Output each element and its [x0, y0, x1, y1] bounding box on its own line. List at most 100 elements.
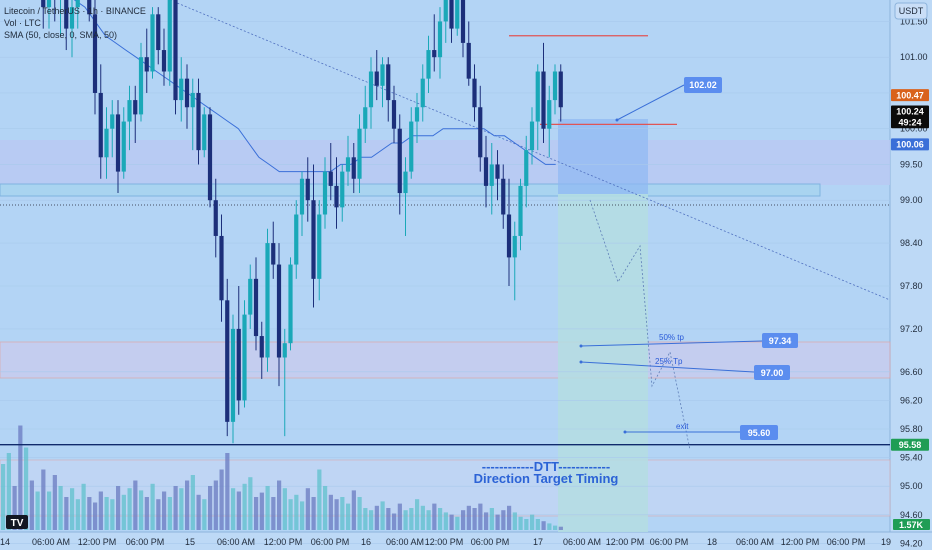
volume-bar: [432, 503, 437, 530]
candle-body: [161, 50, 167, 72]
tp25-dot: [579, 360, 583, 364]
price-tick-label: 96.60: [900, 367, 923, 377]
volume-bar: [173, 486, 178, 530]
exit-box[interactable]: [740, 425, 778, 440]
candle-body: [558, 71, 563, 108]
volume-bar: [75, 499, 80, 530]
volume-bar: [6, 453, 11, 530]
price-tick-label: 99.00: [900, 195, 923, 205]
candle-body: [156, 14, 161, 51]
volume-bar: [242, 483, 247, 530]
candle-body: [547, 100, 552, 129]
candle-body: [127, 100, 132, 122]
price-tick-label: 101.00: [900, 52, 928, 62]
time-tick-label: 06:00 AM: [32, 537, 70, 547]
tp50-box[interactable]: [762, 333, 798, 348]
candle-body: [414, 107, 420, 122]
time-axis[interactable]: 14 06:00 AM 12:00 PM 06:00 PM 15 06:00 AM 12:0…: [0, 537, 891, 547]
candle-body: [173, 0, 178, 101]
volume-bar: [277, 480, 282, 530]
volume-bar: [104, 497, 109, 530]
volume-bar: [18, 425, 23, 530]
target-callout-value: 102.02: [689, 80, 717, 90]
price-tick-label: 98.40: [900, 238, 923, 248]
volume-bar: [305, 488, 310, 530]
candle-body: [322, 171, 328, 215]
entry-zone: [0, 183, 821, 197]
time-tick-label: 06:00 PM: [126, 537, 165, 547]
volume-tag-value: 1.57K: [899, 520, 924, 530]
time-tick-label: 06:00 AM: [563, 537, 601, 547]
candle-body: [271, 243, 276, 265]
volume-bar: [110, 499, 115, 530]
candle-body: [552, 71, 558, 101]
time-tick-label: 15: [185, 537, 195, 547]
candle-body: [288, 264, 293, 344]
volume-bar: [300, 501, 305, 530]
volume-bar: [231, 488, 236, 530]
volume-bar: [558, 526, 563, 530]
candle-body: [104, 128, 109, 158]
time-tick-label: 06:00 AM: [386, 537, 424, 547]
candle-body: [449, 0, 454, 29]
candle-body: [121, 121, 126, 172]
volume-bar: [47, 491, 52, 530]
candle-body: [529, 121, 535, 151]
candle-body: [374, 71, 379, 86]
volume-bar: [52, 475, 57, 530]
time-tick-label: 12:00 PM: [425, 537, 464, 547]
price-tick-label: 97.80: [900, 281, 923, 291]
target-callout-box[interactable]: [684, 77, 722, 93]
volume-bar: [449, 514, 454, 530]
price-tick-label: 94.20: [900, 538, 923, 548]
tradingview-logo[interactable]: TV: [6, 515, 28, 529]
price-tag: [891, 138, 929, 151]
candle-body: [380, 64, 385, 86]
candle-body: [501, 178, 506, 215]
volume-bar: [501, 510, 506, 530]
candle-body: [236, 328, 241, 401]
volume-bar: [397, 503, 402, 530]
candle-body: [230, 328, 236, 422]
volume-bar: [150, 483, 155, 530]
price-tick-label: 95.00: [900, 481, 923, 491]
candle-body: [363, 107, 368, 129]
volume-bar: [346, 503, 351, 530]
candle-body: [225, 300, 230, 422]
time-tick-label: 12:00 PM: [78, 537, 117, 547]
volume-bar: [392, 513, 397, 530]
brand-name: Direction Target Timing: [474, 471, 619, 486]
candle-body: [334, 185, 339, 208]
volume-bar: [208, 486, 213, 530]
candle-body: [483, 157, 489, 186]
volume-bar: [98, 491, 103, 530]
candle-body: [75, 0, 80, 8]
price-tag-label: 100.06: [896, 140, 924, 150]
candle-body: [466, 42, 471, 79]
candle-body: [196, 92, 201, 151]
sma-legend: SMA (50, close, 0, SMA, 50): [4, 30, 117, 40]
horizontal-levels: [0, 35, 890, 446]
volume-bar: [196, 494, 201, 530]
volume-bar: [484, 512, 489, 530]
volume-bar: [415, 499, 420, 530]
price-tag: [891, 116, 929, 129]
currency-unit-button[interactable]: [894, 2, 928, 20]
tp50-label: 50% tp: [659, 333, 684, 342]
candle-body: [207, 114, 213, 201]
volume-bar: [225, 453, 230, 530]
candle-body: [506, 214, 512, 258]
tp25-box[interactable]: [754, 365, 790, 380]
volume-bar: [455, 516, 460, 530]
candle-body: [248, 278, 253, 315]
time-tick-label: 12:00 PM: [264, 537, 303, 547]
volume-bar: [144, 497, 149, 530]
candle-body: [512, 235, 517, 258]
candle-body: [437, 21, 443, 58]
volume-bar: [317, 469, 322, 530]
volume-bar: [420, 505, 425, 530]
time-tick-label: 06:00 AM: [217, 537, 255, 547]
candle-body: [386, 64, 391, 101]
